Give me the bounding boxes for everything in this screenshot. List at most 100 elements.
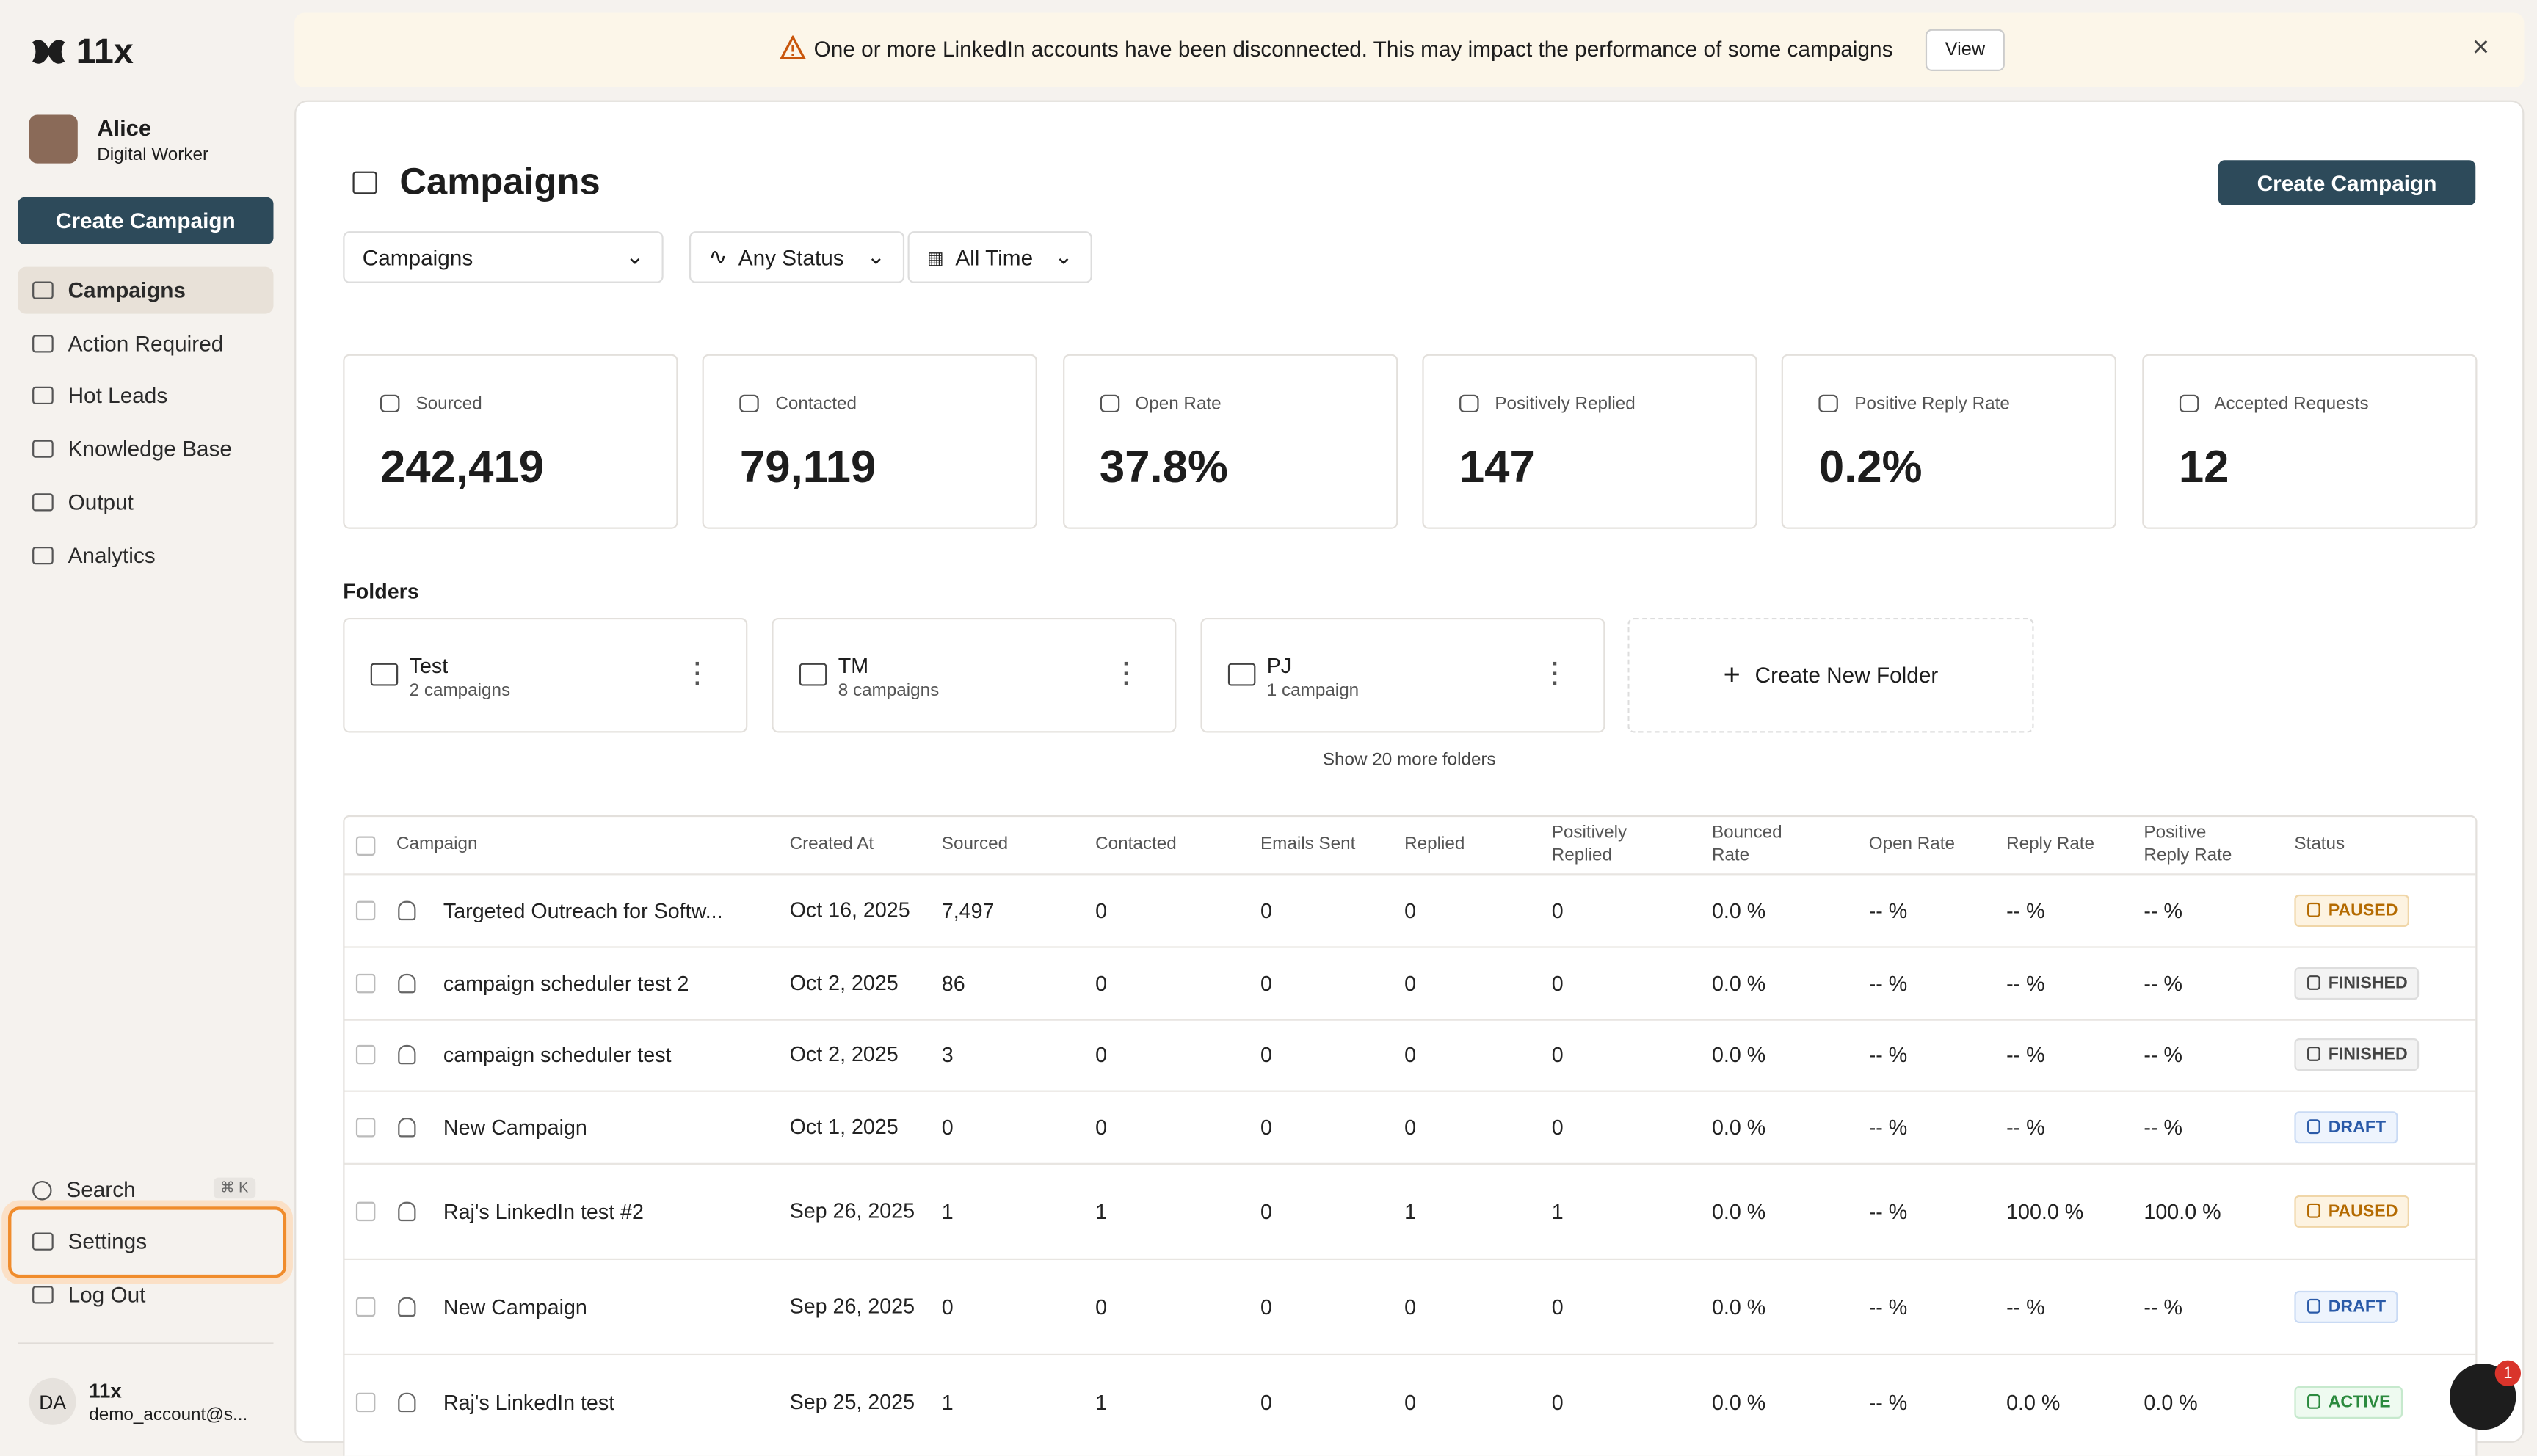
folder-icon: [371, 663, 398, 686]
table-cell: 0: [1260, 970, 1272, 994]
create-folder-label: Create New Folder: [1755, 663, 1939, 688]
stat-icon: [1100, 395, 1119, 412]
logout[interactable]: Log Out: [18, 1271, 273, 1318]
checkbox[interactable]: [356, 900, 375, 920]
banner-message: One or more LinkedIn accounts have been …: [814, 37, 1893, 62]
status-badge: PAUSED: [2294, 894, 2409, 926]
column-header[interactable]: Emails Sent: [1260, 822, 1357, 867]
create-campaign-button[interactable]: Create Campaign: [2218, 160, 2475, 205]
nav-item[interactable]: Analytics: [18, 531, 273, 578]
table-cell: 0: [1260, 1115, 1272, 1139]
nav-item[interactable]: Campaigns: [18, 267, 273, 314]
table-cell: 1: [1095, 1198, 1107, 1223]
folder-card[interactable]: Test2 campaigns· · ·: [343, 618, 747, 732]
create-folder[interactable]: +Create New Folder: [1627, 618, 2033, 732]
table-cell: 0: [1404, 898, 1416, 922]
stat-label: Contacted: [775, 395, 857, 414]
column-header[interactable]: Positive Reply Rate: [2144, 822, 2240, 867]
column-header[interactable]: Status: [2294, 822, 2391, 867]
stat-label: Positive Reply Rate: [1854, 395, 2010, 414]
icon: [32, 493, 54, 511]
checkbox[interactable]: [356, 1392, 375, 1411]
folder-count: 1 campaign: [1267, 681, 1359, 700]
nav-item[interactable]: Output: [18, 478, 273, 525]
checkbox[interactable]: [356, 1045, 375, 1064]
create-campaign-button[interactable]: Create Campaign: [18, 197, 273, 244]
table-cell: -- %: [2144, 1294, 2182, 1318]
filter-label: Any Status: [738, 245, 844, 269]
table-cell: 0: [1552, 1115, 1564, 1139]
row-divider: [344, 1259, 2475, 1260]
nav-label: Action Required: [68, 331, 224, 355]
close-button[interactable]: ×: [2472, 31, 2489, 65]
folder-menu[interactable]: · · ·: [1552, 658, 1559, 688]
column-header[interactable]: Open Rate: [1869, 822, 1966, 867]
table-cell: campaign scheduler test 2: [443, 970, 689, 994]
account-email: demo_account@s...: [89, 1405, 247, 1424]
checkbox[interactable]: [356, 1117, 375, 1136]
status-icon: [2307, 975, 2320, 989]
checkbox[interactable]: [356, 1201, 375, 1220]
checkbox[interactable]: [356, 1297, 375, 1316]
table-cell: 0.0 %: [1712, 970, 1765, 994]
stat-icon: [1819, 395, 1838, 412]
nav-item[interactable]: Action Required: [18, 320, 273, 367]
column-header[interactable]: Campaign: [396, 822, 720, 867]
table-cell: 1: [1404, 1198, 1416, 1223]
row-icon: [398, 973, 415, 992]
view-button[interactable]: View: [1926, 29, 2005, 71]
stat-value: 147: [1459, 442, 1535, 494]
table-cell: 0: [1552, 1043, 1564, 1067]
settings[interactable]: Settings: [18, 1218, 273, 1265]
table-cell: 0: [1260, 1389, 1272, 1413]
row-icon: [398, 1297, 415, 1316]
status-filter[interactable]: ∿Any Status⌄: [689, 231, 904, 283]
stat-card: Positive Reply Rate 0.2%: [1782, 354, 2116, 529]
campaigns-filter[interactable]: Campaigns⌄: [343, 231, 663, 283]
folder-count: 8 campaigns: [838, 681, 939, 700]
stat-label: Open Rate: [1135, 395, 1221, 414]
status-icon: [2307, 1394, 2320, 1408]
column-header[interactable]: Contacted: [1095, 822, 1192, 867]
table-cell: 100.0 %: [2144, 1198, 2221, 1223]
warning-icon: [780, 35, 805, 59]
nav-item[interactable]: Hot Leads: [18, 373, 273, 420]
folder-menu[interactable]: · · ·: [694, 658, 702, 688]
column-header[interactable]: Positively Replied: [1552, 822, 1649, 867]
stat-value: 37.8%: [1100, 442, 1228, 494]
column-header[interactable]: Sourced: [942, 822, 1039, 867]
folder-menu[interactable]: · · ·: [1123, 658, 1130, 688]
table-cell: Targeted Outreach for Softw...: [443, 898, 723, 922]
table-cell: 0: [1095, 970, 1107, 994]
stat-card: Open Rate 37.8%: [1062, 354, 1397, 529]
checkbox[interactable]: [356, 973, 375, 992]
column-header[interactable]: Reply Rate: [2006, 822, 2103, 867]
table-cell: -- %: [1869, 1198, 1908, 1223]
stat-value: 0.2%: [1819, 442, 1923, 494]
table-cell: 7,497: [942, 898, 995, 922]
column-header[interactable]: Created At: [790, 822, 887, 867]
show-more-folders[interactable]: Show 20 more folders: [1247, 751, 1571, 770]
icon: [32, 1233, 54, 1251]
folder-card[interactable]: PJ1 campaign· · ·: [1200, 618, 1605, 732]
stat-label: Sourced: [415, 395, 482, 414]
status-badge: FINISHED: [2294, 1038, 2419, 1071]
sidebar-toggle[interactable]: [352, 172, 377, 194]
status-icon: [2307, 1046, 2320, 1061]
table-cell: -- %: [2006, 1294, 2045, 1318]
table-cell: Sep 26, 2025: [790, 1292, 919, 1321]
table-cell: 0.0 %: [1712, 898, 1765, 922]
column-header[interactable]: Bounced Rate: [1712, 822, 1809, 867]
table-cell: 0: [1260, 1294, 1272, 1318]
table-cell: -- %: [2006, 1115, 2045, 1139]
nav-item[interactable]: Knowledge Base: [18, 426, 273, 473]
column-header[interactable]: Replied: [1404, 822, 1501, 867]
table-cell: 0: [1404, 1389, 1416, 1413]
divider: [18, 1342, 273, 1344]
folder-card[interactable]: TM8 campaigns· · ·: [772, 618, 1176, 732]
table-cell: 1: [942, 1389, 954, 1413]
time-filter[interactable]: ▦All Time⌄: [908, 231, 1092, 283]
table-cell: -- %: [1869, 1389, 1908, 1413]
table-cell: New Campaign: [443, 1294, 587, 1318]
checkbox[interactable]: [356, 837, 375, 856]
